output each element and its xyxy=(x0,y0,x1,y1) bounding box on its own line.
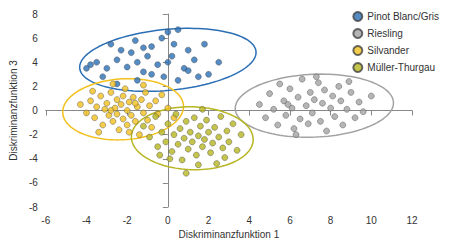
svg-text:-4: -4 xyxy=(29,153,38,164)
svg-text:-4: -4 xyxy=(82,215,91,226)
svg-text:10: 10 xyxy=(366,215,378,226)
svg-text:0: 0 xyxy=(165,215,171,226)
svg-text:-2: -2 xyxy=(123,215,132,226)
svg-text:4: 4 xyxy=(32,57,38,68)
svg-text:6: 6 xyxy=(287,215,293,226)
svg-text:-8: -8 xyxy=(29,202,38,213)
svg-text:Diskriminanzfunktion 3: Diskriminanzfunktion 3 xyxy=(8,60,19,161)
svg-text:Riesling: Riesling xyxy=(367,28,403,39)
svg-text:2: 2 xyxy=(32,81,38,92)
svg-text:6: 6 xyxy=(32,33,38,44)
svg-text:Müller-Thurgau: Müller-Thurgau xyxy=(367,62,435,73)
svg-text:Diskriminanzfunktion 1: Diskriminanzfunktion 1 xyxy=(179,229,280,240)
svg-text:-2: -2 xyxy=(29,129,38,140)
svg-text:Silvander: Silvander xyxy=(367,45,409,56)
svg-text:8: 8 xyxy=(32,9,38,20)
svg-text:4: 4 xyxy=(246,215,252,226)
svg-text:-6: -6 xyxy=(29,177,38,188)
svg-text:0: 0 xyxy=(32,105,38,116)
svg-text:8: 8 xyxy=(328,215,334,226)
svg-text:-6: -6 xyxy=(41,215,50,226)
svg-text:2: 2 xyxy=(206,215,212,226)
svg-text:Pinot Blanc/Gris: Pinot Blanc/Gris xyxy=(367,11,439,22)
svg-text:12: 12 xyxy=(406,215,418,226)
